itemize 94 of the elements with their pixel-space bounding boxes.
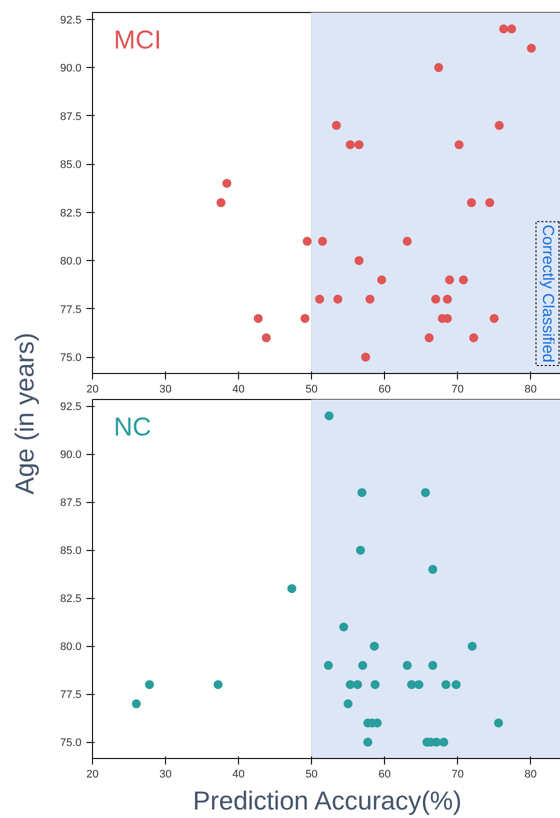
point — [262, 333, 271, 342]
point — [445, 275, 454, 284]
point — [344, 699, 353, 708]
point — [420, 488, 430, 498]
y-tick-label: 92.5 — [60, 14, 82, 26]
y-tick-label: 77.5 — [60, 689, 82, 702]
x-tick-label: 30 — [159, 768, 172, 780]
point — [494, 718, 504, 728]
text: NC — [114, 412, 152, 442]
point — [353, 680, 362, 690]
point — [494, 120, 504, 130]
point — [214, 680, 223, 690]
x-tick-label: 60 — [378, 768, 391, 780]
point — [216, 198, 226, 208]
y-tick-label: 90.0 — [60, 449, 82, 462]
point — [222, 178, 232, 188]
x-tick-label: 70 — [452, 384, 464, 396]
point — [485, 198, 494, 208]
point — [346, 680, 355, 690]
point — [469, 333, 478, 342]
point — [315, 294, 324, 304]
point — [507, 24, 516, 34]
y-tick-label: 87.5 — [60, 110, 82, 123]
point — [431, 294, 440, 304]
point — [324, 660, 333, 670]
x-tick-label: 40 — [232, 768, 245, 780]
y-tick-label: 82.5 — [60, 593, 82, 606]
point — [424, 333, 434, 342]
point — [452, 680, 461, 690]
x-tick-label: 50 — [305, 768, 318, 780]
point — [363, 738, 372, 747]
point — [144, 680, 154, 690]
point — [526, 44, 536, 53]
y-tick-label: 85.0 — [60, 545, 82, 558]
y-tick-label: 82.5 — [60, 207, 82, 220]
point — [333, 294, 342, 304]
x-tick-label: 20 — [86, 384, 99, 396]
x-tick-label: 20 — [86, 768, 99, 780]
y-tick-label: 77.5 — [60, 304, 82, 316]
x-tick-label: 30 — [159, 384, 172, 396]
point — [332, 120, 341, 130]
x-tick-label: 50 — [305, 384, 318, 396]
point — [361, 352, 370, 362]
point — [428, 660, 438, 670]
point — [302, 236, 312, 246]
point — [254, 314, 263, 323]
point — [370, 642, 379, 651]
point — [434, 63, 444, 72]
x-tick-label: 80 — [524, 768, 537, 780]
y-tick-label: 90.0 — [60, 62, 82, 75]
point — [439, 738, 448, 747]
y-tick-label: 87.5 — [60, 497, 82, 510]
point — [318, 236, 328, 246]
point — [365, 294, 374, 304]
point — [346, 140, 355, 150]
y-tick-label: 75.0 — [60, 737, 82, 750]
point — [300, 314, 310, 323]
point — [354, 140, 364, 150]
point — [370, 680, 380, 690]
point — [468, 642, 477, 651]
x-tick-label: 70 — [452, 768, 464, 780]
point — [441, 680, 450, 690]
x-tick-label: 60 — [378, 384, 391, 396]
point — [356, 546, 365, 555]
point — [354, 256, 364, 266]
point — [402, 236, 412, 246]
y-axis-title: Age (in years) — [8, 332, 40, 496]
point — [132, 699, 141, 708]
y-tick-label: 75.0 — [60, 352, 82, 364]
y-tick-label: 80.0 — [60, 256, 82, 268]
point — [407, 680, 416, 690]
point — [402, 660, 412, 670]
point — [458, 275, 468, 284]
point — [358, 660, 368, 670]
point — [324, 411, 334, 420]
point — [339, 622, 348, 632]
text: MCI — [114, 24, 162, 54]
annotation: Correctly Classified — [539, 224, 556, 362]
point — [357, 488, 366, 498]
point — [377, 275, 386, 284]
x-axis-title: Prediction Accuracy(%) — [192, 786, 462, 816]
y-tick-label: 85.0 — [60, 159, 82, 172]
point — [287, 584, 296, 594]
point — [499, 24, 508, 34]
x-tick-label: 80 — [524, 384, 537, 396]
y-tick-label: 80.0 — [60, 641, 82, 654]
point — [466, 198, 476, 208]
x-tick-label: 40 — [232, 384, 245, 396]
point — [490, 314, 499, 323]
point — [442, 294, 452, 304]
y-tick-label: 92.5 — [60, 401, 82, 414]
point — [454, 140, 464, 150]
point — [428, 564, 438, 574]
point — [414, 680, 424, 690]
